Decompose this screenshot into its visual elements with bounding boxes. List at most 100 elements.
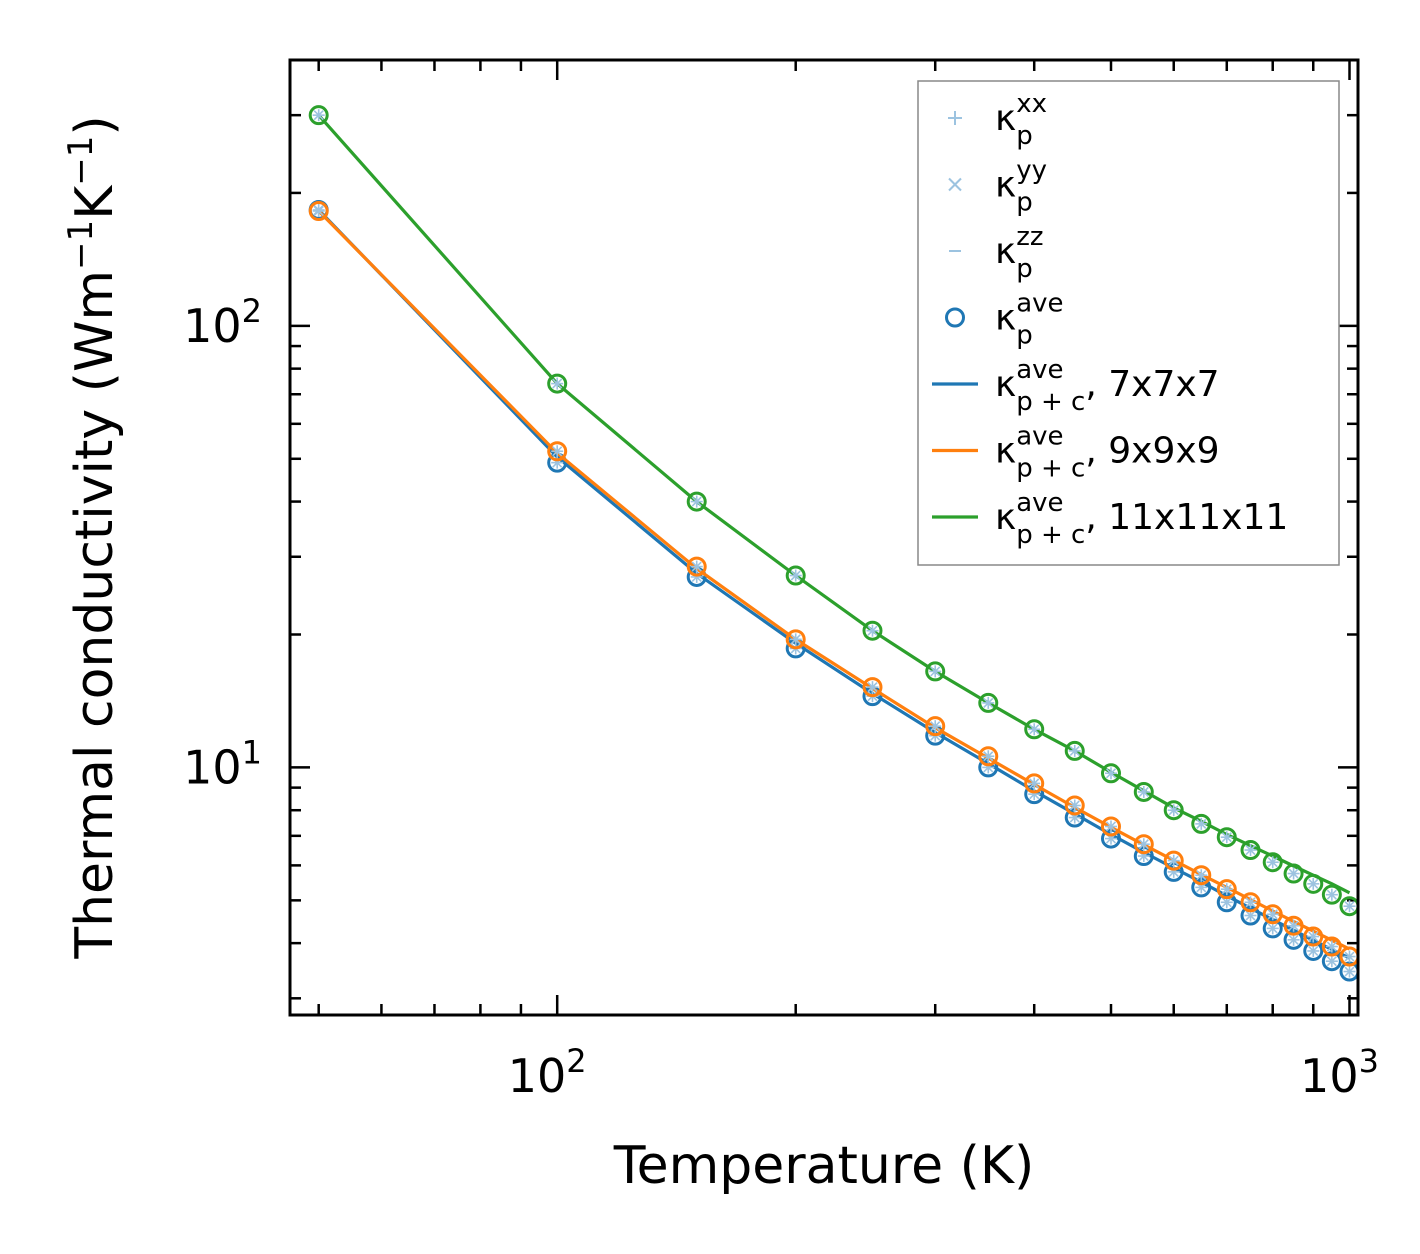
data-point [1283,915,1304,936]
marker-yy-b [1168,855,1179,866]
data-point [308,201,329,222]
legend-suffix: , 11x11x11 [1085,497,1288,538]
x-tick-label-base: 10 [1300,1049,1359,1103]
marker-ave [308,105,329,126]
marker-ave [1163,800,1184,821]
y-label-exp-1: −1 [61,220,101,270]
marker-ave [1064,795,1085,816]
marker-yy-b [1245,897,1256,908]
marker-yy-b [1267,923,1278,934]
marker-ave [686,491,707,512]
legend-sub: p [1016,188,1033,218]
data-point [862,677,883,698]
data-point [1339,946,1360,967]
legend-main: κ [995,431,1016,472]
legend-sup: zz [1016,222,1043,252]
legend-main: κ [995,231,1016,272]
marker-yy-b [1344,901,1355,912]
marker-yy-b [1138,786,1149,798]
legend-sup: ave [1016,289,1063,319]
marker-ave [1321,884,1342,905]
legend-sup: ave [1016,355,1063,385]
data-point [1163,800,1184,821]
data-point [1283,863,1304,884]
marker-yy-b [1069,745,1080,756]
marker-yy-b [1344,966,1355,977]
marker-yy-b [1069,800,1080,811]
marker-ave [547,373,568,394]
legend-label: κave p + c, 9x9x9 [995,422,1220,484]
marker-yy-b [1308,945,1319,957]
data-point [547,373,568,394]
data-point [1240,892,1261,913]
marker-ave [1262,852,1283,873]
marker-ave [785,629,806,650]
marker-yy-b [867,682,878,693]
marker-yy-b [1288,934,1299,945]
marker-yy-b [552,446,563,457]
data-point [978,746,999,767]
marker-ave [862,620,883,641]
marker-ave [1321,951,1342,972]
legend-main: κ [995,165,1016,206]
marker-yy-b [930,721,941,732]
legend-sup: ave [1016,488,1063,518]
data-point [1240,840,1261,861]
legend-item: κave p [945,289,1064,351]
legend-label: κave p + c, 11x11x11 [995,488,1288,550]
y-tick-label: 101 [183,733,262,794]
marker-yy-b [1029,778,1040,789]
data-point [1303,873,1324,894]
y-label-mid: K [65,184,125,220]
marker-yy-b [1138,839,1149,850]
legend-suffix: , 9x9x9 [1085,431,1219,472]
marker-ave [978,746,999,767]
series-9x9x9 [308,201,1360,967]
marker-yy-b [1221,832,1232,843]
legend-item: κyy p [948,156,1047,218]
y-label-main: Thermal conductivity (Wm [65,270,125,960]
marker-yy-b [1326,889,1337,900]
legend-main: κ [995,497,1016,538]
marker-yy-b [552,378,563,389]
marker-yy-b [983,751,994,762]
data-point [1321,884,1342,905]
data-point [925,716,946,737]
data-point [1191,813,1212,834]
x-tick-label-exp: 3 [1359,1042,1379,1080]
data-point [1133,781,1154,802]
marker-ave [1262,904,1283,925]
data-point [1321,936,1342,957]
data-point [547,441,568,462]
marker-yy-b [867,625,878,636]
data-point [1064,795,1085,816]
legend-sub: p + c [1016,387,1085,417]
marker-ave [1240,892,1261,913]
legend-suffix: , 7x7x7 [1085,364,1219,405]
marker-ave [1303,873,1324,894]
data-point [1216,827,1237,848]
series-line [317,209,1351,951]
marker-yy-b [983,697,994,708]
marker-ave [1133,834,1154,855]
marker-yy-b [1267,857,1278,868]
data-point [1303,926,1324,947]
legend-symbol-b [948,177,962,192]
marker-yy-b [1105,768,1117,779]
plot-frame [288,58,1360,1017]
x-tick-label-exp: 2 [566,1042,586,1080]
marker-ave [925,661,946,682]
legend-item: κave p + c, 7x7x7 [932,355,1220,417]
y-label-exp-2: −1 [61,136,101,186]
x-tick-label-base: 10 [508,1049,567,1103]
marker-yy-b [1168,805,1179,816]
legend-sub: p [1016,254,1033,284]
marker-ave [862,677,883,698]
data-point [686,491,707,512]
marker-yy-b [1105,821,1117,832]
marker-ave [1191,813,1212,834]
marker-ave [978,692,999,713]
data-point [1163,850,1184,871]
